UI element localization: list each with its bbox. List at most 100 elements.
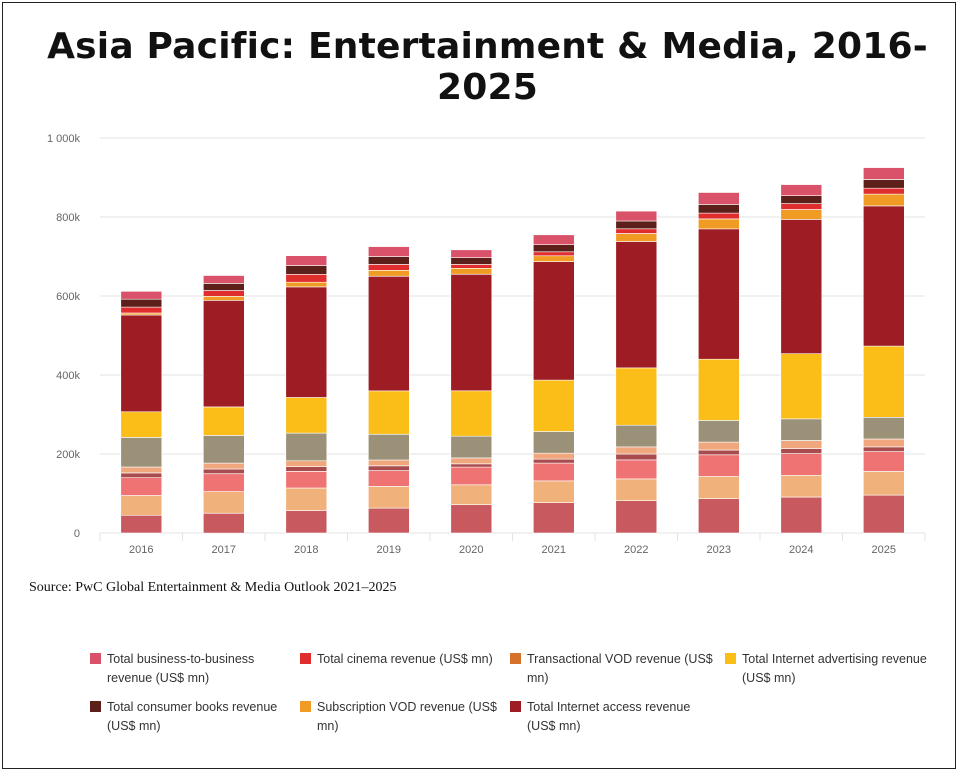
legend-label: Total cinema revenue (US$ mn)	[317, 652, 493, 666]
bar-segment	[697, 212, 740, 220]
bar-segment	[532, 379, 575, 432]
bar-segment	[203, 462, 245, 470]
bar-segment	[697, 441, 740, 451]
bar-segment	[367, 390, 410, 435]
bar-segment	[532, 502, 575, 534]
bar-segment	[615, 500, 658, 534]
bar-segment	[780, 418, 823, 441]
bar-segment	[532, 261, 575, 381]
bar-segment	[615, 241, 658, 369]
bar-segment	[780, 184, 823, 197]
x-axis: 2016 2017 2018 2019 2020 2021 2022 2023 2024 2025	[99, 533, 926, 556]
bar-segment	[615, 210, 658, 222]
bar-segment	[615, 233, 658, 242]
bar-segment	[120, 290, 163, 300]
bar-segment	[862, 205, 905, 347]
bar-segment	[862, 471, 905, 496]
bar-segment	[367, 264, 410, 271]
legend-item: Total business-to-business revenue (US$ …	[90, 650, 295, 688]
bar-segment	[780, 195, 823, 204]
bar-segment	[780, 209, 823, 220]
bar-segment	[862, 494, 905, 534]
legend-label: Transactional VOD revenue (US$ mn)	[527, 652, 713, 685]
chart-title: Asia Pacific: Entertainment & Media, 201…	[47, 26, 928, 108]
bar-segment	[203, 290, 245, 297]
bar-segment	[615, 459, 658, 480]
bar-segment	[532, 458, 575, 464]
legend-swatch	[300, 653, 311, 664]
legend-swatch	[300, 701, 311, 712]
bar-segment	[367, 246, 410, 257]
bar-segment	[697, 358, 740, 421]
bar-segment	[615, 228, 658, 234]
legend-item: Transactional VOD revenue (US$ mn)	[510, 650, 715, 688]
bar-segment	[532, 431, 575, 454]
bar-segment	[367, 459, 410, 467]
y-axis: 0 200k 400k 600k 800k 1 000k	[47, 133, 81, 540]
bar-segment	[203, 491, 245, 514]
bar-segment	[203, 275, 245, 284]
bar-segment	[697, 476, 740, 499]
bar-segment	[615, 424, 658, 448]
bar-segment	[450, 264, 493, 269]
bar-segment	[780, 448, 823, 454]
bar-segment	[367, 275, 410, 392]
y-tick-label: 800k	[56, 212, 80, 224]
bar-segment	[203, 512, 245, 534]
bar-segment	[780, 219, 823, 354]
legend-swatch	[725, 653, 736, 664]
bar-segment	[120, 466, 163, 474]
bar-segment	[285, 273, 328, 283]
bar-segment	[780, 474, 823, 498]
bar-segment	[862, 193, 905, 207]
bar-segment	[285, 397, 328, 434]
bar-segment	[862, 446, 905, 452]
y-tick-label: 400k	[56, 370, 80, 382]
bar-segment	[780, 496, 823, 534]
legend-label: Total Internet access revenue (US$ mn)	[527, 700, 691, 733]
bar-segment	[285, 466, 328, 472]
bar-segment	[203, 468, 245, 474]
bar-segment	[120, 411, 163, 438]
bar-segment	[203, 473, 245, 492]
stacked-bar-chart: 0 200k 400k 600k 800k 1 000k 2016 2017 2018 2019…	[47, 133, 926, 556]
bar-segment	[697, 192, 740, 205]
bar-segment	[285, 265, 328, 275]
bar-segment	[367, 269, 410, 277]
bar-segment	[203, 299, 245, 408]
bar-segment	[697, 498, 740, 534]
legend-label: Total Internet advertising revenue (US$ …	[742, 652, 927, 685]
bar-segment	[285, 255, 328, 266]
bar-segment	[450, 267, 493, 275]
bar-segment	[615, 478, 658, 501]
bar-segment	[450, 463, 493, 468]
bar-segment	[697, 228, 740, 360]
bar-segment	[532, 234, 575, 246]
bar-segment	[697, 449, 740, 456]
bar-segment	[532, 480, 575, 503]
bar-segment	[450, 466, 493, 486]
bar-segment	[120, 314, 163, 413]
bar-segment	[780, 453, 823, 476]
legend-label: Subscription VOD revenue (US$ mn)	[317, 700, 497, 733]
bar-segment	[862, 438, 905, 448]
bar-segment	[862, 179, 905, 189]
bar-segment	[367, 470, 410, 487]
bar-segment	[532, 452, 575, 460]
bar-segment	[120, 514, 163, 534]
bar-segment	[532, 255, 575, 262]
bar-segment	[862, 167, 905, 180]
bar-segment	[367, 433, 410, 461]
legend-swatch	[510, 653, 521, 664]
x-tick-label: 2016	[129, 544, 153, 556]
bar-segment	[203, 406, 245, 436]
bar-segment	[697, 454, 740, 477]
bar-segment	[780, 353, 823, 420]
legend-item: Total Internet advertising revenue (US$ …	[725, 650, 930, 688]
x-tick-label: 2020	[459, 544, 483, 556]
bar-segment	[367, 507, 410, 534]
bar-segment	[697, 420, 740, 443]
bar-segment	[615, 453, 658, 461]
source-note: Source: PwC Global Entertainment & Media…	[29, 580, 397, 595]
